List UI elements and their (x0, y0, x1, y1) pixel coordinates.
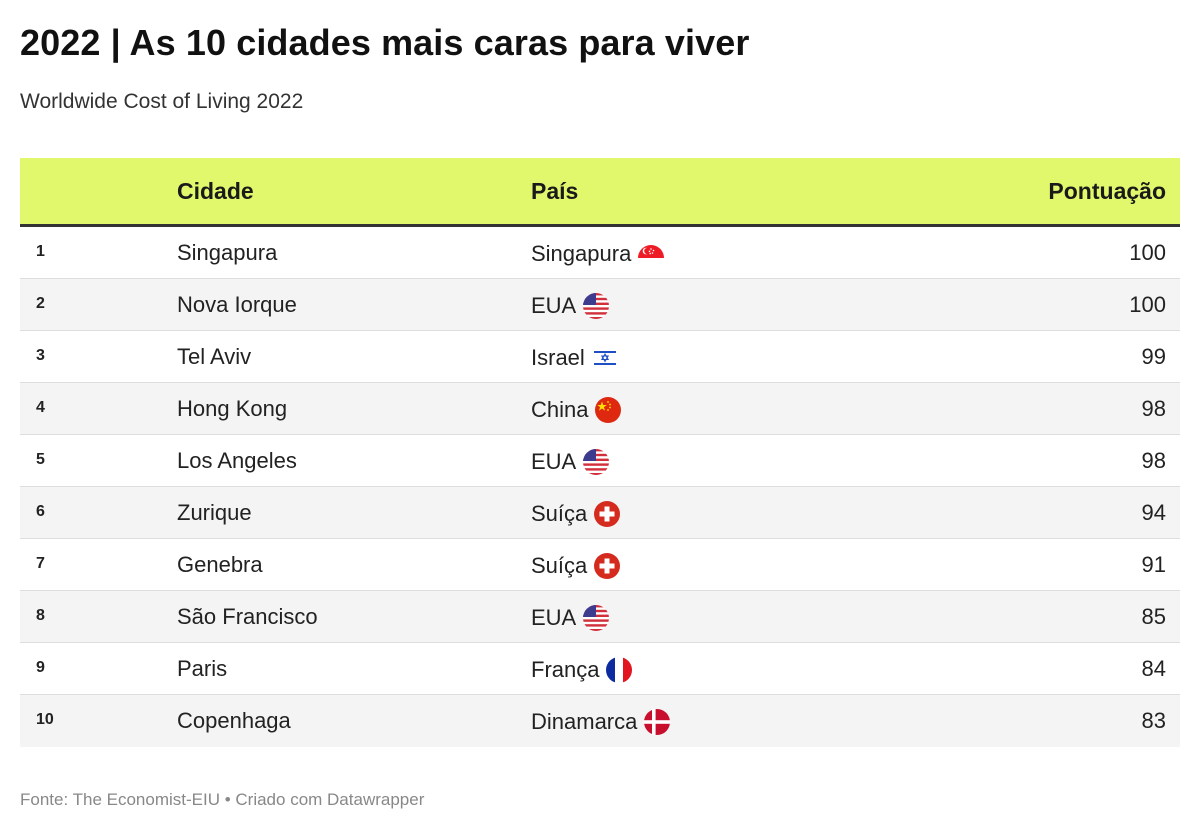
row-city: Copenhaga (177, 708, 291, 733)
table-row: 1 Singapura Singapura 100 (20, 227, 1180, 279)
usa-flag-icon (583, 293, 610, 319)
row-score: 83 (1141, 708, 1166, 733)
row-rank: 3 (36, 347, 45, 364)
row-country-label: Singapura (531, 241, 632, 266)
row-country-label: Israel (531, 345, 585, 370)
row-city: Zurique (177, 500, 252, 525)
table-row: 6 Zurique Suíça 94 (20, 487, 1180, 539)
row-rank: 1 (36, 243, 45, 260)
denmark-flag-icon (644, 709, 671, 735)
row-country: França (531, 656, 633, 684)
row-city: Genebra (177, 552, 263, 577)
row-city: Nova Iorque (177, 292, 297, 317)
page-title: 2022 | As 10 cidades mais caras para viv… (20, 22, 750, 63)
usa-flag-icon (583, 449, 610, 475)
row-country-label: EUA (531, 293, 577, 318)
header-city[interactable]: Cidade (177, 178, 254, 204)
row-city: Paris (177, 656, 228, 681)
row-country-label: China (531, 397, 589, 422)
row-score: 91 (1141, 552, 1166, 577)
row-score: 100 (1129, 240, 1166, 265)
israel-flag-icon (593, 350, 616, 366)
row-rank: 8 (36, 607, 45, 624)
row-score: 94 (1141, 500, 1166, 525)
row-score: 85 (1141, 604, 1166, 629)
row-country: Singapura (531, 240, 665, 268)
row-country-label: EUA (531, 449, 577, 474)
row-country: Suíça (531, 500, 621, 528)
row-country-label: Dinamarca (531, 709, 638, 734)
row-score: 99 (1141, 344, 1166, 369)
row-country: Israel (531, 344, 619, 372)
row-score: 98 (1141, 396, 1166, 421)
row-country: Suíça (531, 552, 621, 580)
row-city: Tel Aviv (177, 344, 252, 369)
row-rank: 2 (36, 295, 45, 312)
switzerland-flag-icon (594, 501, 621, 527)
row-city: Singapura (177, 240, 278, 265)
usa-flag-icon (583, 605, 610, 631)
switzerland-flag-icon (594, 553, 621, 579)
row-rank: 6 (36, 503, 45, 520)
row-country-label: Suíça (531, 501, 588, 526)
china-flag-icon (595, 397, 622, 423)
ranking-table: Cidade País Pontuação 1 Singapura Singap… (20, 158, 1180, 747)
row-city: Los Angeles (177, 448, 297, 473)
row-score: 98 (1141, 448, 1166, 473)
footer-source: Fonte: The Economist-EIU • Criado com Da… (20, 790, 425, 809)
row-score: 100 (1129, 292, 1166, 317)
row-rank: 10 (36, 711, 54, 728)
table-row: 4 Hong Kong China 98 (20, 383, 1180, 435)
row-country-label: Suíça (531, 553, 588, 578)
row-country: EUA (531, 604, 610, 632)
row-rank: 7 (36, 555, 45, 572)
row-country-label: EUA (531, 605, 577, 630)
table-row: 7 Genebra Suíça 91 (20, 539, 1180, 591)
row-city: Hong Kong (177, 396, 288, 421)
table-header: Cidade País Pontuação (20, 158, 1180, 227)
table-row: 9 Paris França 84 (20, 643, 1180, 695)
table-row: 8 São Francisco EUA 85 (20, 591, 1180, 643)
row-city: São Francisco (177, 604, 318, 629)
row-score: 84 (1141, 656, 1166, 681)
table-row: 10 Copenhaga Dinamarca 83 (20, 695, 1180, 747)
table-row: 5 Los Angeles EUA 98 (20, 435, 1180, 487)
row-country-label: França (531, 657, 600, 682)
page-subtitle: Worldwide Cost of Living 2022 (20, 90, 304, 113)
singapore-flag-icon (638, 245, 665, 258)
row-rank: 5 (36, 451, 45, 468)
header-country[interactable]: País (531, 178, 579, 204)
row-country: EUA (531, 292, 610, 320)
header-score[interactable]: Pontuação (1048, 178, 1166, 204)
row-country: Dinamarca (531, 708, 671, 736)
france-flag-icon (606, 657, 633, 683)
row-country: EUA (531, 448, 610, 476)
row-rank: 4 (36, 399, 45, 416)
table-row: 2 Nova Iorque EUA 100 (20, 279, 1180, 331)
row-country: China (531, 396, 622, 424)
row-rank: 9 (36, 659, 45, 676)
table-row: 3 Tel Aviv Israel 99 (20, 331, 1180, 383)
